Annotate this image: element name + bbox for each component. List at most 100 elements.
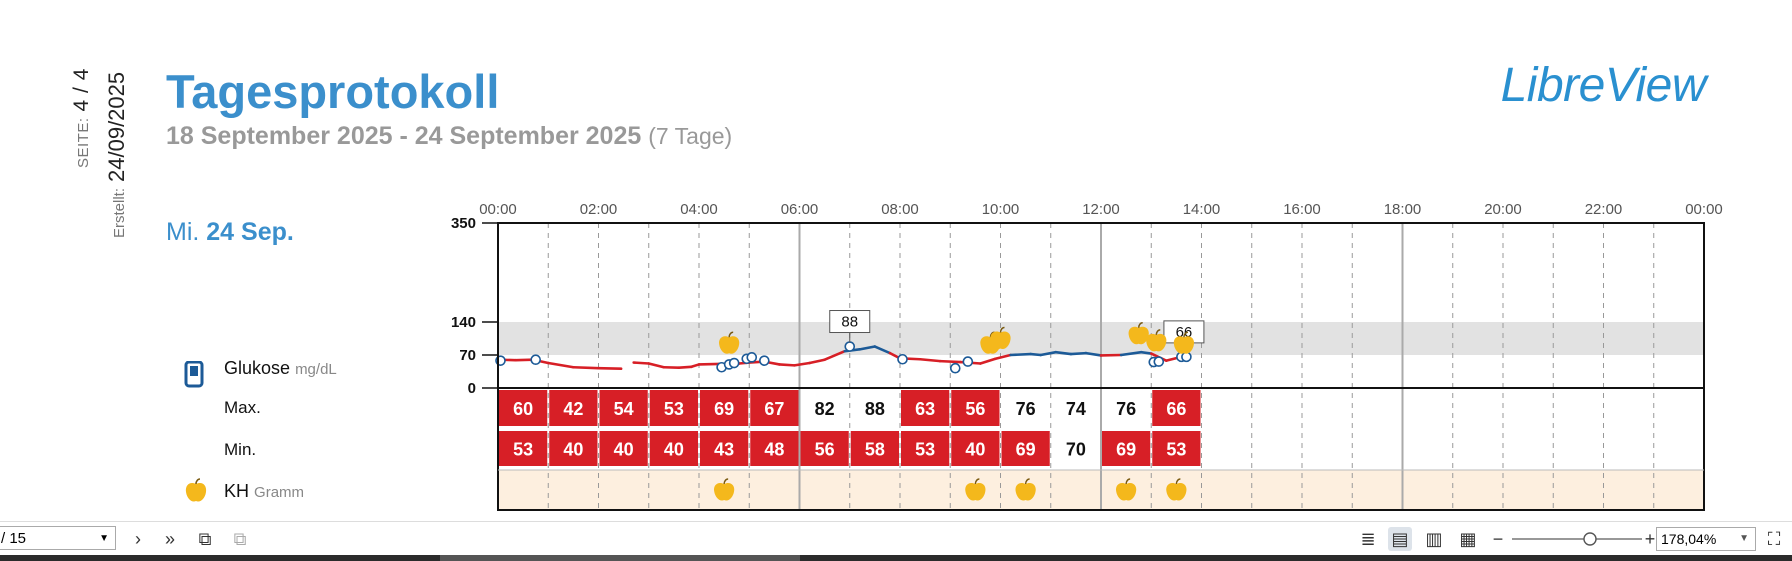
zoom-input[interactable]: 178,04% ▼ (1656, 527, 1756, 551)
hourly-min-value: 40 (965, 440, 985, 460)
glucose-line-segment (979, 357, 997, 365)
scan-point (728, 357, 740, 369)
x-tick-label: 08:00 (881, 201, 919, 218)
glucose-line-segment (1029, 352, 1042, 357)
two-page-icon[interactable]: ▥ (1425, 529, 1443, 549)
hourly-max-cell (951, 390, 1000, 426)
glucose-line-segment (808, 358, 826, 365)
glucose-line-segment (647, 362, 666, 369)
glucose-line-segment (1119, 350, 1143, 357)
hourly-min-value: 40 (614, 440, 634, 460)
pdf-viewer-toolbar: / 15 ▼ › » ⧉ ⧉ ≣ ▤ ▥ ▦ − + 178,04% ▼ ⛶ (0, 521, 1792, 556)
hourly-min-cell (700, 431, 749, 466)
hourly-min-cell (1152, 431, 1201, 466)
glucose-line-segment (1139, 350, 1153, 355)
continuous-page-icon[interactable]: ▤ (1388, 527, 1412, 551)
hourly-max-cell (649, 390, 698, 426)
scan-point (1153, 356, 1165, 367)
hourly-min-value: 56 (815, 440, 835, 460)
hourly-max-value: 56 (965, 399, 985, 419)
rotate-counter-icon[interactable]: ⧉ (233, 529, 247, 549)
meal-apple-icon (990, 326, 1011, 350)
hourly-max-value: 74 (1066, 399, 1086, 419)
scan-point (962, 356, 974, 367)
hourly-min-value: 58 (865, 440, 885, 460)
hourly-max-cell (700, 390, 749, 426)
meal-apple-icon (719, 331, 740, 354)
hourly-min-value: 69 (1016, 440, 1036, 460)
next-page-icon[interactable]: › (135, 529, 141, 549)
hourly-max-value: 82 (815, 399, 835, 419)
glucose-line-segment (1054, 350, 1073, 356)
meal-apple-icon (1146, 329, 1167, 352)
zoom-value: 178,04% (1661, 531, 1717, 547)
x-tick-label: 12:00 (1082, 201, 1120, 218)
scan-point (530, 354, 541, 366)
page-select[interactable]: / 15 ▼ (0, 526, 116, 550)
x-tick-label: 00:00 (479, 201, 517, 218)
x-tick-label: 02:00 (580, 201, 618, 218)
glucose-line-segment (938, 359, 962, 364)
hourly-max-value: 69 (714, 399, 734, 419)
sensor-device-icon (184, 361, 204, 388)
page-select-value: / 15 (1, 530, 27, 547)
hourly-max-cell (1152, 390, 1201, 426)
hourly-min-value: 53 (1166, 440, 1186, 460)
zoom-in-icon[interactable]: + (1644, 529, 1656, 549)
min-label: Min. (224, 440, 257, 459)
hourly-max-cell (599, 390, 648, 426)
x-tick-label: 04:00 (680, 201, 718, 218)
grid-view-icon[interactable]: ▦ (1459, 529, 1477, 549)
carb-apple-icon (1166, 478, 1187, 501)
glucose-line-segment (1084, 351, 1103, 357)
glucose-line-segment (632, 361, 651, 365)
zoom-out-icon[interactable]: − (1492, 529, 1504, 549)
hourly-min-cell (750, 431, 799, 466)
apple-icon (185, 478, 207, 502)
single-page-icon[interactable]: ≣ (1360, 529, 1376, 549)
chevron-down-icon: ▼ (99, 533, 109, 544)
hourly-max-value: 42 (563, 399, 583, 419)
hourly-min-cell (499, 431, 548, 466)
hourly-min-value: 48 (764, 440, 784, 460)
hourly-max-cell (901, 390, 950, 426)
glucose-line-segment (793, 361, 811, 367)
hourly-max-value: 66 (1166, 399, 1186, 419)
glucose-line-segment (1039, 350, 1058, 357)
glucose-line-segment (778, 363, 796, 367)
hourly-max-value: 88 (865, 399, 885, 419)
carb-apple-icon (713, 478, 735, 501)
hourly-max-value: 60 (513, 399, 533, 419)
glucose-line-segment (873, 345, 892, 355)
day-count: (7 Tage) (648, 123, 733, 149)
glucose-label: Glukose (224, 358, 291, 378)
hourly-max-value: 53 (664, 399, 684, 419)
day-date: 24 Sep. (206, 218, 294, 246)
glucose-line-segment (823, 349, 847, 362)
carb-apple-icon (1115, 478, 1137, 501)
x-tick-label: 18:00 (1384, 201, 1422, 218)
carbs-legend: KH Gramm (224, 481, 304, 502)
daily-glucose-chart: 00:00 02:00 04:00 06:00 08:00 10:00 12:00 14:00… (451, 201, 1723, 511)
hourly-min-value: 53 (513, 440, 533, 460)
chevron-down-icon: ▼ (1739, 533, 1749, 544)
date-range: 18 September 2025 - 24 September 2025 (7… (166, 122, 732, 151)
hourly-max-cell (750, 390, 799, 426)
scan-point (746, 352, 758, 363)
hourly-min-cell (901, 431, 950, 466)
hourly-max-value: 67 (764, 399, 784, 419)
hourly-min-value: 40 (664, 440, 684, 460)
zoom-slider[interactable] (1512, 532, 1642, 546)
x-tick-label: 06:00 (781, 201, 819, 218)
window-bottom-strip (0, 555, 1792, 561)
last-page-icon[interactable]: » (164, 529, 175, 549)
glucose-line-segment (994, 353, 1012, 361)
carbs-unit: Gramm (254, 484, 305, 501)
scan-point (844, 341, 856, 352)
glucose-line-segment (677, 365, 693, 370)
hourly-min-cell (1102, 431, 1151, 466)
fullscreen-icon[interactable]: ⛶ (1767, 529, 1781, 549)
rotate-icon[interactable]: ⧉ (198, 529, 212, 549)
hourly-min-cell (649, 431, 698, 466)
glucose-line-segment (918, 357, 942, 363)
